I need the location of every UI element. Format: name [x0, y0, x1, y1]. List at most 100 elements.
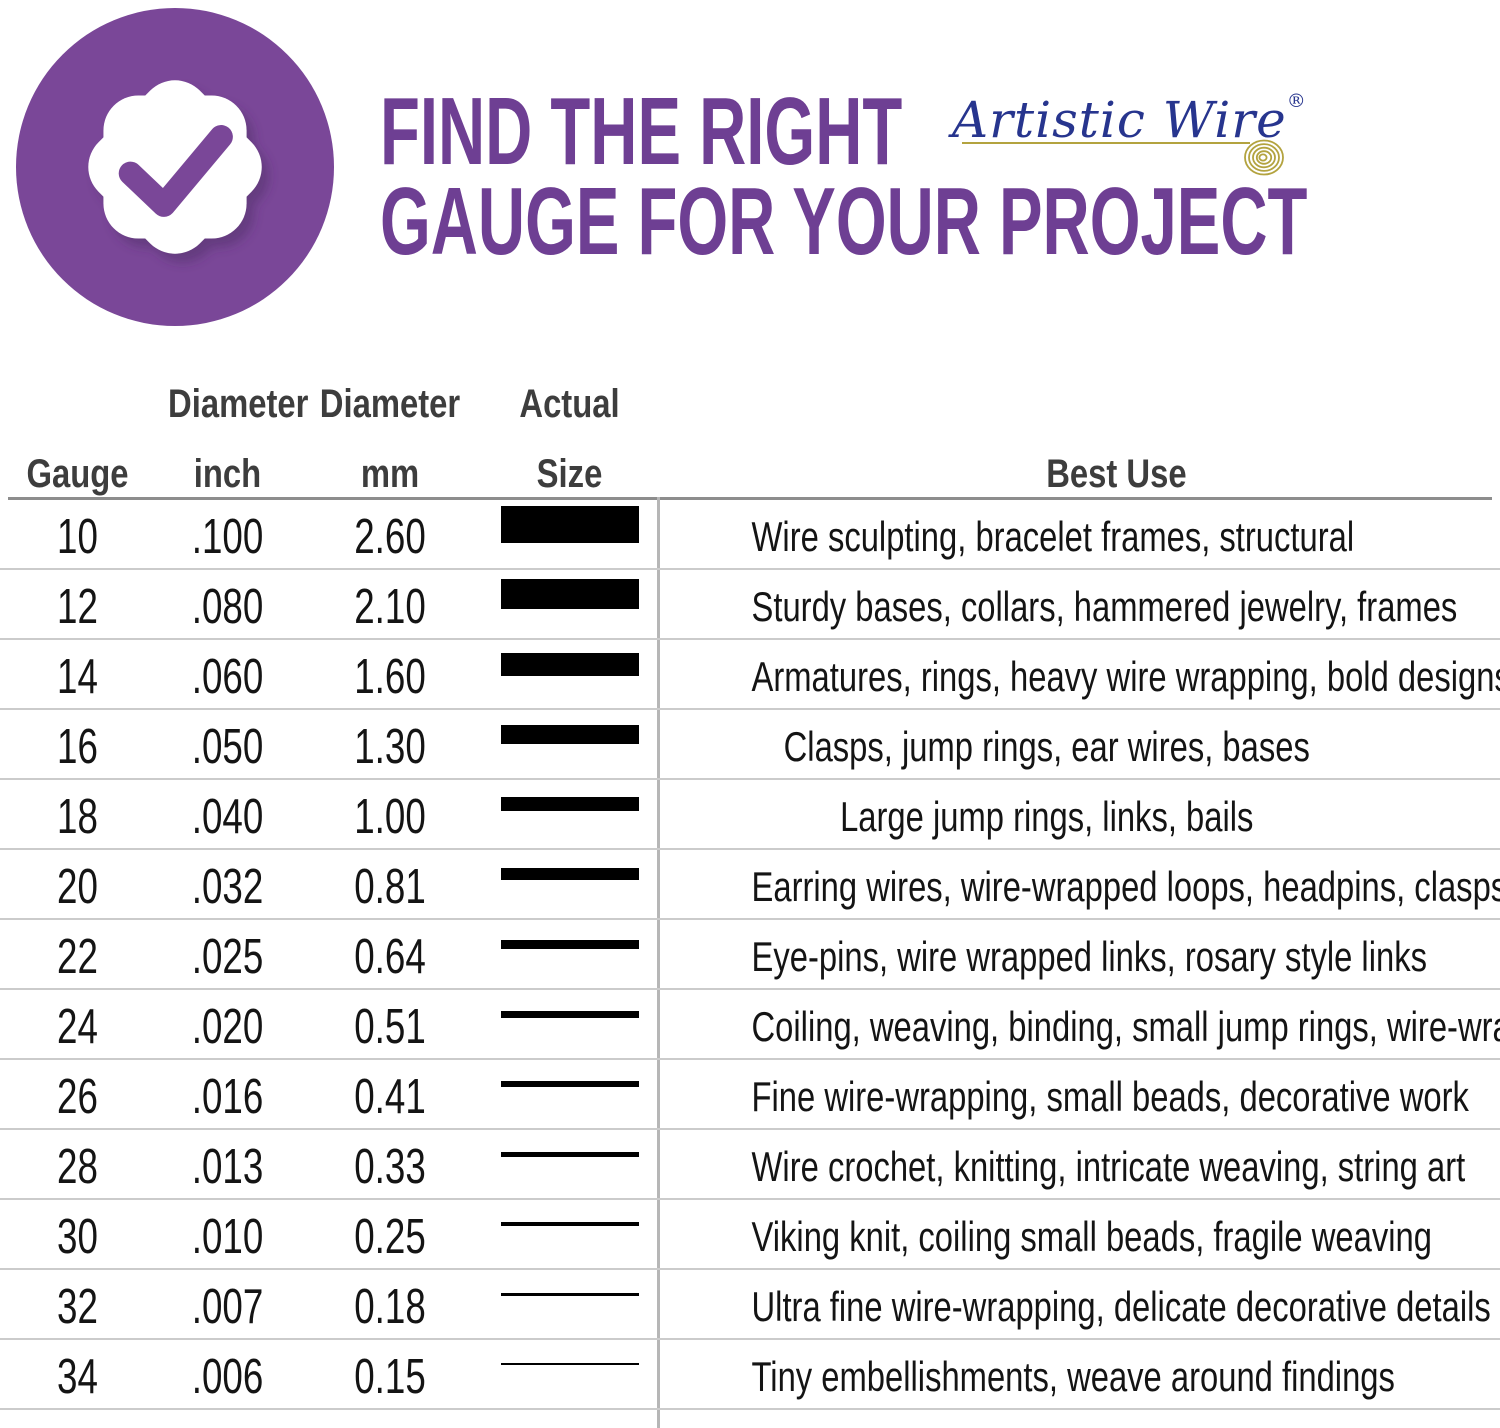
best-use-value: Large jump rings, links, bails	[840, 793, 1254, 840]
diameter-mm-value: 0.51	[354, 999, 426, 1054]
diameter-mm-value: 0.25	[354, 1209, 426, 1264]
header-gauge-top	[14, 384, 141, 424]
best-use-value: Fine wire-wrapping, small beads, decorat…	[751, 1073, 1469, 1120]
actual-size-cell	[480, 797, 659, 821]
diameter-inch-value: .010	[191, 1209, 264, 1264]
gauge-value: 22	[57, 929, 98, 984]
diameter-inch-value: .100	[191, 509, 264, 564]
checkmark-icon	[118, 125, 233, 217]
diameter-inch-value: .016	[191, 1069, 264, 1124]
column-divider	[657, 497, 660, 1428]
header-rule	[8, 497, 1492, 500]
diameter-mm-value: 0.18	[354, 1279, 426, 1334]
diameter-inch-value: .013	[191, 1139, 264, 1194]
header-mm-top: Diameter	[319, 382, 461, 426]
best-use-value: Sturdy bases, collars, hammered jewelry,…	[751, 583, 1458, 630]
best-use-value: Tiny embellishments, weave around findin…	[751, 1353, 1395, 1400]
best-use-value: Eye-pins, wire wrapped links, rosary sty…	[751, 933, 1427, 980]
wire-size-bar	[500, 579, 639, 609]
check-seal-icon	[16, 8, 334, 326]
actual-size-cell	[480, 579, 659, 619]
actual-size-cell	[480, 724, 659, 754]
diameter-inch-value: .032	[191, 859, 264, 914]
table-row-gauge-24: 24 .020 0.51 Coiling, weaving, binding, …	[0, 990, 1500, 1060]
gauge-value: 10	[57, 509, 98, 564]
actual-size-cell	[480, 1222, 659, 1236]
diameter-inch-value: .080	[191, 579, 264, 634]
diameter-mm-value: 0.64	[354, 929, 426, 984]
brand-name: Artistic Wire®	[952, 90, 1307, 149]
gauge-value: 14	[57, 649, 98, 704]
actual-size-cell	[480, 868, 659, 890]
best-use-value: Earring wires, wire-wrapped loops, headp…	[751, 863, 1500, 910]
gauge-value: 34	[57, 1349, 98, 1404]
gauge-value: 26	[57, 1069, 98, 1124]
header-inch: inch	[193, 452, 262, 496]
best-use-value: Armatures, rings, heavy wire wrapping, b…	[751, 653, 1500, 700]
gauge-value: 20	[57, 859, 98, 914]
actual-size-cell	[480, 1151, 659, 1167]
gauge-table: Diameter Diameter Actual Gauge inch mm S…	[0, 370, 1500, 1428]
wire-size-bar	[500, 1151, 639, 1157]
gauge-value: 12	[57, 579, 98, 634]
header-size-top: Actual	[519, 382, 620, 426]
diameter-mm-value: 1.30	[354, 719, 426, 774]
table-row-gauge-28: 28 .013 0.33 Wire crochet, knitting, int…	[0, 1130, 1500, 1200]
wire-size-bar	[500, 1081, 639, 1087]
best-use-value: Coiling, weaving, binding, small jump ri…	[751, 1003, 1500, 1050]
page-title-line2: GAUGE FOR YOUR PROJECT	[380, 168, 1308, 275]
wire-size-bar	[500, 505, 639, 543]
table-row-gauge-26: 26 .016 0.41 Fine wire-wrapping, small b…	[0, 1060, 1500, 1130]
gauge-value: 32	[57, 1279, 98, 1334]
header-gauge: Gauge	[26, 452, 129, 496]
diameter-inch-value: .020	[191, 999, 264, 1054]
actual-size-cell	[480, 1010, 659, 1028]
actual-size-cell	[480, 939, 659, 959]
best-use-value: Wire crochet, knitting, intricate weavin…	[751, 1143, 1466, 1190]
wire-size-bar	[500, 1292, 639, 1296]
diameter-mm-value: 0.33	[354, 1139, 426, 1194]
brand-name-text: Artistic Wire	[952, 91, 1287, 149]
diameter-mm-value: 1.60	[354, 649, 426, 704]
wire-size-bar	[500, 724, 639, 744]
header-mm: mm	[360, 452, 420, 496]
table-header-line1: Diameter Diameter Actual	[0, 384, 1500, 424]
diameter-mm-value: 2.10	[354, 579, 426, 634]
diameter-mm-value: 0.15	[354, 1349, 426, 1404]
table-row-gauge-32: 32 .007 0.18 Ultra fine wire-wrapping, d…	[0, 1270, 1500, 1340]
wire-size-bar	[500, 868, 639, 880]
table-row-gauge-10: 10 .100 2.60 Wire sculpting, bracelet fr…	[0, 500, 1500, 570]
table-row-gauge-12: 12 .080 2.10 Sturdy bases, collars, hamm…	[0, 570, 1500, 640]
diameter-mm-value: 0.81	[354, 859, 426, 914]
wire-size-bar	[500, 797, 639, 811]
header-size: Size	[536, 452, 603, 496]
brand-underline	[962, 142, 1250, 144]
diameter-inch-value: .007	[191, 1279, 264, 1334]
table-header-line2: Gauge inch mm Size Best Use	[0, 444, 1500, 494]
diameter-mm-value: 2.60	[354, 509, 426, 564]
header-inch-top: Diameter	[168, 382, 309, 426]
check-seal-badge	[16, 8, 334, 326]
table-row-gauge-16: 16 .050 1.30 Clasps, jump rings, ear wir…	[0, 710, 1500, 780]
gauge-value: 24	[57, 999, 98, 1054]
actual-size-cell	[480, 1081, 659, 1097]
wire-spiral-icon	[1244, 139, 1284, 176]
wire-size-bar	[500, 1363, 639, 1365]
table-row-gauge-34: 34 .006 0.15 Tiny embellishments, weave …	[0, 1340, 1500, 1410]
table-body: 10 .100 2.60 Wire sculpting, bracelet fr…	[0, 500, 1500, 1410]
wire-size-bar	[500, 939, 639, 949]
actual-size-cell	[480, 652, 659, 686]
diameter-inch-value: .050	[191, 719, 264, 774]
wire-size-bar	[500, 1010, 639, 1018]
table-row-gauge-22: 22 .025 0.64 Eye-pins, wire wrapped link…	[0, 920, 1500, 990]
actual-size-cell	[480, 505, 659, 553]
actual-size-cell	[480, 1292, 659, 1306]
table-row-gauge-14: 14 .060 1.60 Armatures, rings, heavy wir…	[0, 640, 1500, 710]
wire-size-bar	[500, 1222, 639, 1226]
gauge-value: 30	[57, 1209, 98, 1264]
diameter-inch-value: .025	[191, 929, 264, 984]
best-use-value: Clasps, jump rings, ear wires, bases	[783, 723, 1310, 770]
actual-size-cell	[480, 1363, 659, 1375]
registered-mark: ®	[1286, 90, 1307, 112]
diameter-mm-value: 0.41	[354, 1069, 426, 1124]
